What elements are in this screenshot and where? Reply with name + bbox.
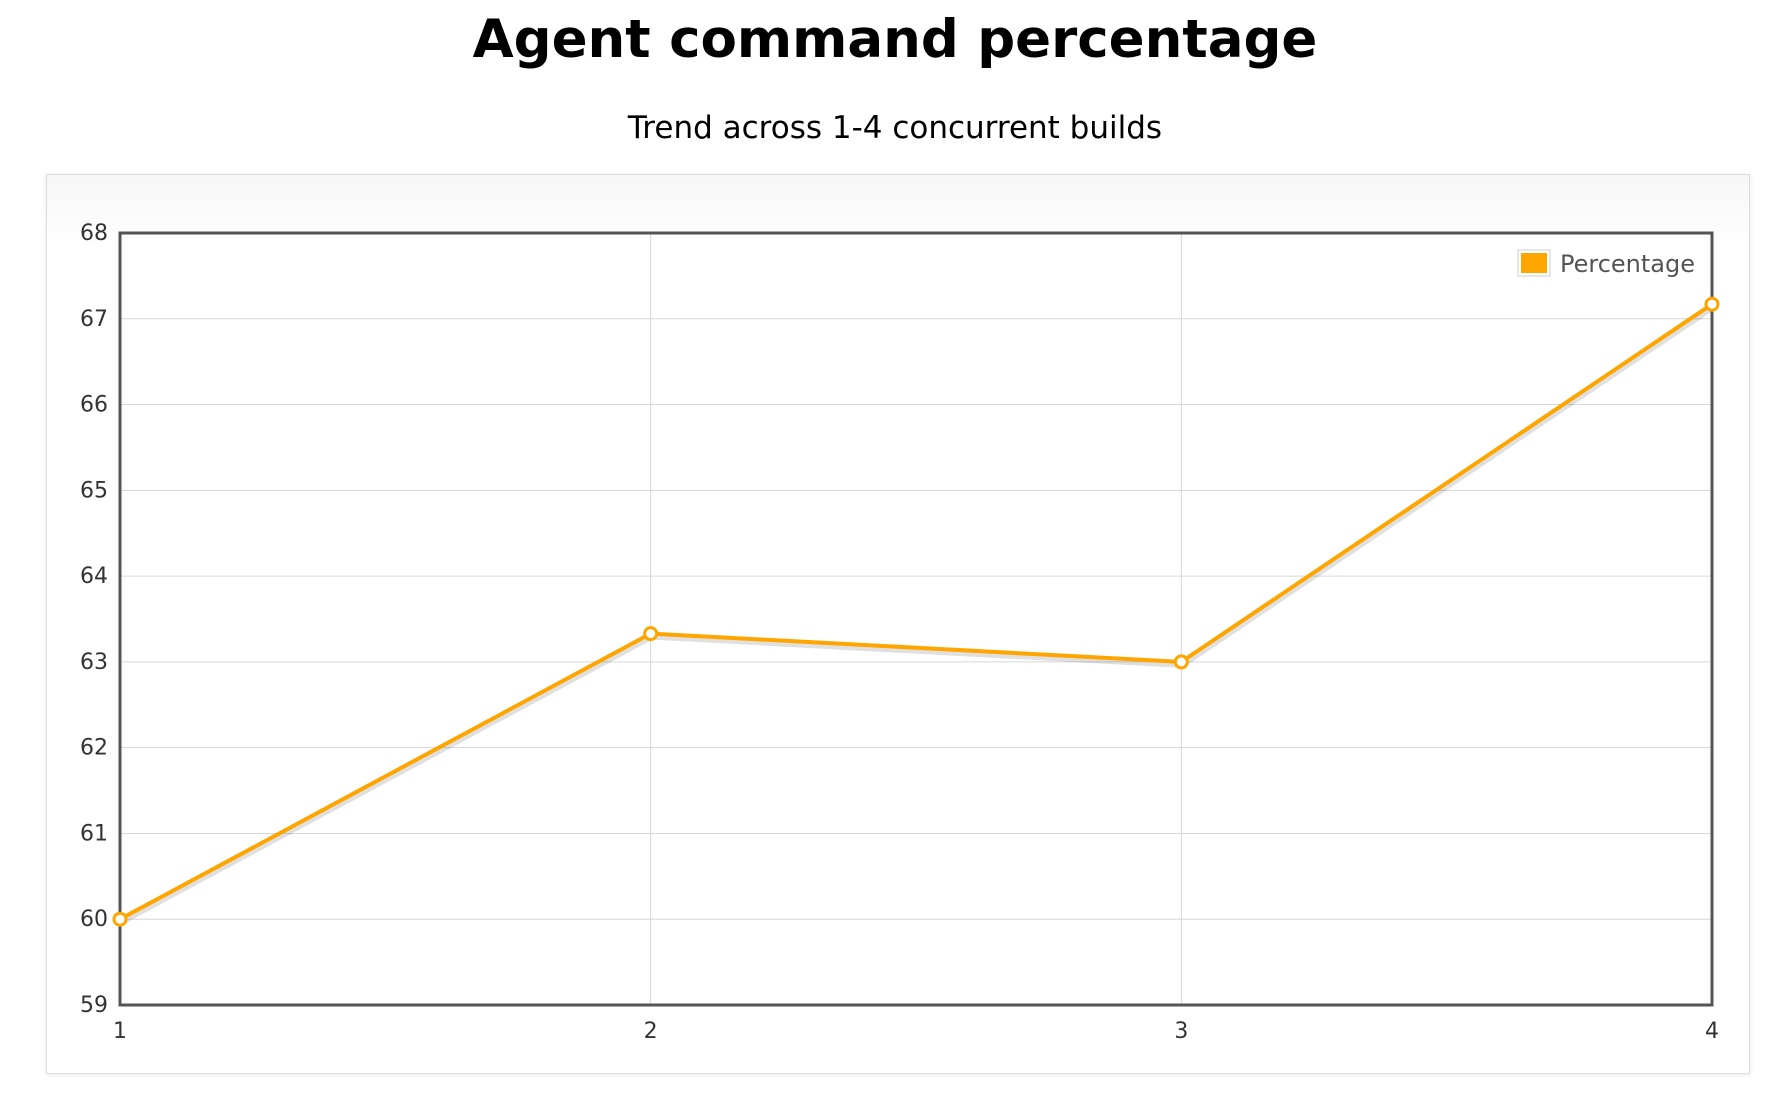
x-tick-label: 2 — [644, 1019, 658, 1044]
legend-swatch — [1521, 253, 1547, 273]
y-tick-label: 59 — [80, 993, 108, 1018]
chart-title: Agent command percentage — [472, 9, 1318, 70]
y-tick-label: 64 — [80, 564, 108, 589]
y-tick-label: 62 — [80, 736, 108, 761]
series-line-shadow — [119, 304, 1715, 925]
chart-subtitle: Trend across 1-4 concurrent builds — [627, 110, 1163, 146]
x-tick-label: 3 — [1174, 1019, 1188, 1044]
y-tick-label: 63 — [80, 650, 108, 675]
data-point — [1704, 296, 1720, 312]
y-tick-label: 65 — [80, 478, 108, 503]
data-point — [643, 626, 659, 642]
data-point — [112, 911, 128, 927]
data-point — [1173, 654, 1189, 670]
x-tick-label: 4 — [1705, 1019, 1719, 1044]
y-tick-label: 66 — [80, 393, 108, 418]
y-tick-label: 67 — [80, 307, 108, 332]
plot-border — [118, 231, 1714, 1007]
legend-label: Percentage — [1560, 250, 1695, 278]
y-tick-label: 60 — [80, 907, 108, 932]
y-tick-label: 68 — [80, 221, 108, 246]
series-line — [119, 302, 1714, 921]
x-tick-label: 1 — [113, 1019, 127, 1044]
plot-area — [120, 233, 1712, 1005]
y-tick-label: 61 — [80, 821, 108, 846]
